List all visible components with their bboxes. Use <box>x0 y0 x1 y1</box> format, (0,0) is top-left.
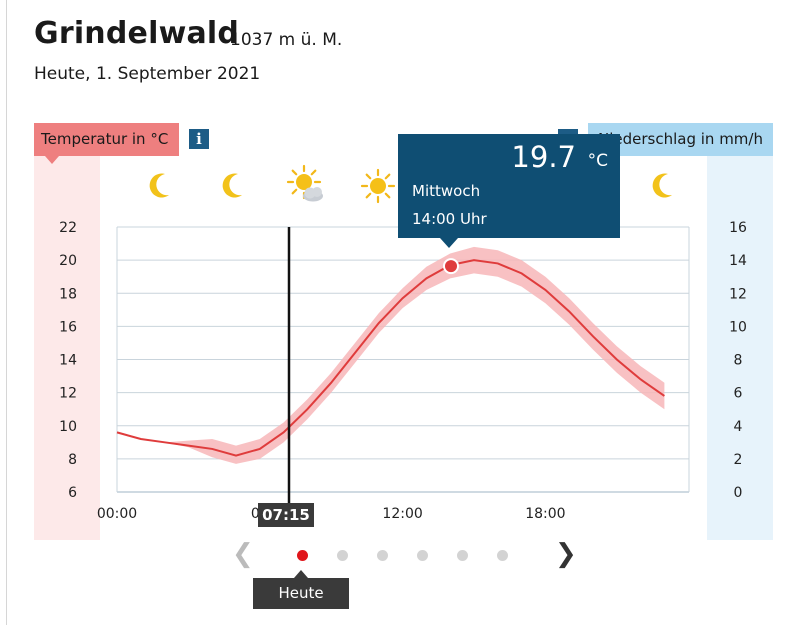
current-time-label: 07:15 <box>258 503 314 527</box>
y-right-tick-label: 16 <box>729 220 747 236</box>
x-tick-label: 12:00 <box>382 506 422 522</box>
y-left-tick-label: 10 <box>59 419 77 435</box>
y-left-tick-label: 8 <box>68 452 77 468</box>
y-left-tick-label: 14 <box>59 353 77 369</box>
info-icon[interactable]: i <box>189 129 209 149</box>
tooltip-unit: °C <box>587 151 608 171</box>
y-left-tick-label: 18 <box>59 286 77 302</box>
tooltip-value: 19.7 <box>511 140 576 174</box>
tooltip-day: Mittwoch <box>412 182 481 200</box>
y-right-tick-label: 14 <box>729 253 747 269</box>
chevron-left-icon[interactable]: ❮ <box>232 539 254 569</box>
temperature-line <box>116 259 665 457</box>
temperature-range-band <box>117 246 665 464</box>
y-right-tick-label: 12 <box>729 286 747 302</box>
tooltip-time: 14:00 Uhr <box>412 210 487 228</box>
pager-dot[interactable] <box>417 550 428 561</box>
pager-dot[interactable] <box>457 550 468 561</box>
pager-dot[interactable] <box>497 550 508 561</box>
y-right-tick-label: 8 <box>734 353 743 369</box>
moon-icon <box>222 173 242 198</box>
data-tooltip: 19.7 °C Mittwoch 14:00 Uhr <box>398 134 620 248</box>
precipitation-axis-band <box>707 155 773 540</box>
y-right-tick-label: 6 <box>734 386 743 402</box>
selected-data-point[interactable] <box>443 258 459 275</box>
temperature-axis-band <box>34 155 100 540</box>
y-left-tick-label: 6 <box>68 485 77 501</box>
day-pager: ❮ ❯ <box>0 538 800 574</box>
y-right-tick-label: 2 <box>734 452 743 468</box>
y-left-tick-label: 16 <box>59 319 77 335</box>
y-right-tick-label: 10 <box>729 319 747 335</box>
y-right-tick-label: 0 <box>734 485 743 501</box>
y-left-tick-label: 20 <box>59 253 77 269</box>
moon-icon <box>149 173 169 198</box>
y-right-tick-label: 4 <box>734 419 743 435</box>
sun-cloud-icon <box>286 164 323 202</box>
temperature-axis-label: Temperatur in °C <box>34 123 179 164</box>
x-tick-label: 18:00 <box>525 506 565 522</box>
chevron-right-icon[interactable]: ❯ <box>555 539 577 569</box>
page-left-border <box>6 0 7 625</box>
y-left-tick-label: 12 <box>59 386 77 402</box>
x-tick-label: 00:00 <box>97 506 137 522</box>
y-left-tick-label: 22 <box>59 220 77 236</box>
page-title: Grindelwald <box>34 16 240 51</box>
sun-icon <box>360 168 396 204</box>
pager-dot[interactable] <box>377 550 388 561</box>
moon-icon <box>652 173 672 198</box>
elevation-label: 1037 m ü. M. <box>230 30 343 50</box>
pager-dot-active[interactable] <box>297 550 308 561</box>
date-label: Heute, 1. September 2021 <box>34 64 261 84</box>
active-day-label: Heute <box>253 570 349 609</box>
pager-dot[interactable] <box>337 550 348 561</box>
